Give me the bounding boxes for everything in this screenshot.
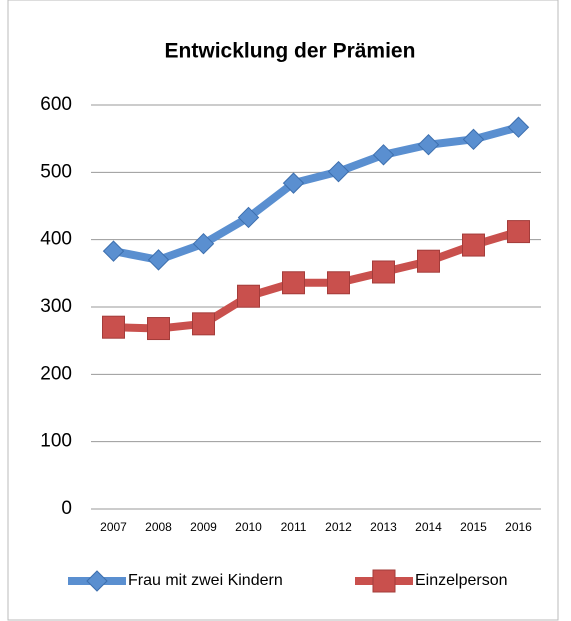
x-tick-label: 2010: [235, 520, 262, 534]
data-point: [417, 134, 440, 156]
data-point: [282, 271, 305, 295]
data-point: [327, 271, 350, 295]
data-point: [147, 317, 170, 341]
legend-marker: [86, 570, 108, 592]
data-point: [147, 249, 170, 271]
data-point: [192, 312, 215, 336]
y-tick-label: 300: [40, 296, 72, 317]
y-tick-label: 600: [40, 94, 72, 115]
series-line: [112, 123, 520, 264]
series-line: [113, 227, 520, 333]
data-point: [102, 240, 125, 262]
y-tick-label: 0: [61, 498, 72, 519]
legend-marker: [372, 569, 396, 593]
chart-frame: [7, 0, 559, 621]
data-point: [507, 116, 530, 138]
x-tick-label: 2016: [505, 520, 532, 534]
data-point: [462, 128, 485, 151]
data-point: [192, 232, 215, 255]
data-point: [237, 206, 260, 229]
x-tick-label: 2014: [415, 520, 442, 534]
data-point: [282, 172, 305, 194]
data-point: [462, 233, 485, 257]
x-tick-label: 2015: [460, 520, 487, 534]
y-tick-label: 500: [40, 161, 72, 182]
x-tick-label: 2011: [281, 520, 307, 534]
data-point: [237, 284, 260, 308]
y-tick-label: 200: [40, 363, 72, 384]
data-point: [102, 315, 125, 339]
x-tick-label: 2013: [370, 520, 397, 534]
x-tick-label: 2012: [325, 520, 352, 534]
y-tick-label: 100: [40, 431, 72, 452]
data-point: [417, 249, 440, 273]
x-tick-label: 2009: [190, 520, 217, 534]
data-point: [372, 144, 395, 166]
legend-label: Einzelperson: [415, 572, 508, 589]
chart-title: Entwicklung der Prämien: [165, 40, 416, 63]
data-point: [327, 160, 350, 183]
x-tick-label: 2007: [100, 520, 127, 534]
data-point: [372, 260, 395, 284]
y-tick-label: 400: [40, 229, 72, 250]
x-tick-label: 2008: [145, 520, 172, 534]
legend-label: Frau mit zwei Kindern: [128, 572, 283, 589]
data-point: [507, 220, 530, 244]
